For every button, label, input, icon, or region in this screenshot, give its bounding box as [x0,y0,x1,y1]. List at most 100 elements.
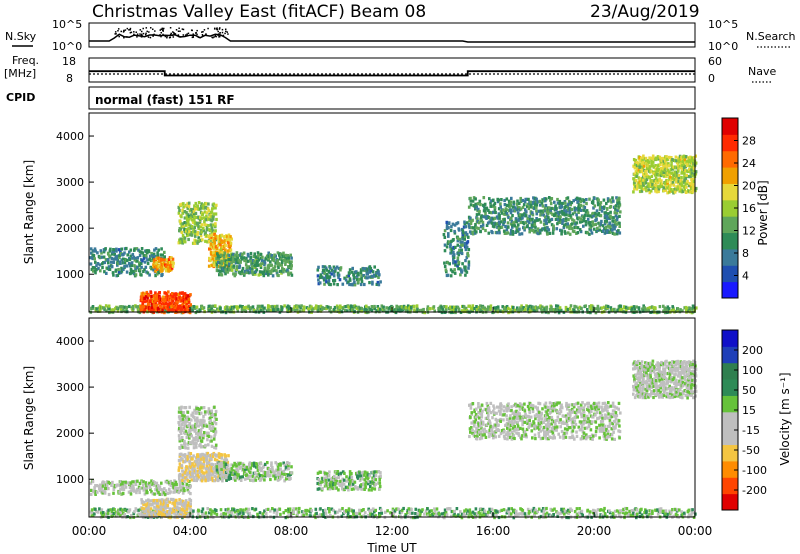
heatmap-cell [670,182,673,186]
heatmap-cell [476,308,479,312]
heatmap-cell [571,218,574,222]
heatmap-cell [116,273,120,277]
heatmap-cell [456,236,460,240]
heatmap-cell [612,216,615,220]
heatmap-cell [543,197,546,201]
heatmap-cell [678,508,681,512]
heatmap-cell [426,307,429,311]
heatmap-cell [365,304,368,308]
heatmap-cell [371,270,375,274]
heatmap-cell [493,225,496,229]
heatmap-cell [164,504,168,508]
heatmap-cell [542,509,546,513]
heatmap-cell [358,512,362,516]
heatmap-cell [523,512,527,516]
heatmap-cell [355,274,359,278]
heatmap-cell [690,511,694,515]
heatmap-cell [132,255,136,259]
heatmap-cell [576,231,580,235]
noise-dot [126,36,128,38]
heatmap-cell [527,206,531,211]
heatmap-cell [611,196,614,200]
heatmap-cell [164,501,168,506]
heatmap-cell [617,198,621,203]
heatmap-cell [393,509,397,513]
heatmap-cell [591,305,595,309]
heatmap-cell [586,508,590,512]
heatmap-cell [616,215,619,219]
heatmap-cell [322,268,326,273]
heatmap-cell [672,308,675,312]
heatmap-cell [197,216,201,220]
heatmap-cell [123,261,127,265]
heatmap-cell [462,512,466,516]
heatmap-cell [236,255,240,259]
heatmap-cell [549,198,552,202]
heatmap-cell [691,508,694,512]
heatmap-cell [201,238,204,242]
heatmap-cell [110,308,114,312]
heatmap-cell [533,202,537,206]
heatmap-cell [594,311,598,315]
heatmap-cell [123,513,126,517]
heatmap-cell [493,516,496,520]
heatmap-cell [289,271,293,275]
heatmap-cell [577,199,581,203]
heatmap-cell [275,271,279,275]
heatmap-cell [507,507,511,511]
heatmap-cell [183,510,187,514]
heatmap-cell [152,303,156,307]
heatmap-cell [163,311,166,315]
heatmap-cell [227,258,230,262]
heatmap-cell [689,175,692,179]
heatmap-cell [486,221,490,225]
heatmap-cell [487,231,491,235]
heatmap-cell [544,199,547,203]
heatmap-cell [611,223,614,227]
heatmap-cell [589,510,592,514]
heatmap-cell [509,211,513,215]
heatmap-cell [292,507,295,511]
heatmap-cell [286,270,290,274]
heatmap-cell [413,308,416,312]
heatmap-cell [515,219,519,223]
heatmap-cell [586,211,590,215]
heatmap-cell [256,304,260,308]
heatmap-cell [214,238,218,242]
heatmap-cell [194,211,198,215]
heatmap-cell [194,201,198,206]
heatmap-cell [156,251,159,255]
heatmap-cell [110,511,113,515]
heatmap-cell [161,272,164,277]
heatmap-cell [638,189,642,194]
heatmap-cell [569,304,573,308]
heatmap-cell [449,244,452,249]
heatmap-cell [554,204,557,208]
heatmap-cell [153,499,157,503]
heatmap-cell [503,229,506,233]
heatmap-cell [94,271,97,275]
heatmap-cell [319,309,323,313]
heatmap-cell [110,265,114,269]
heatmap-cell [310,305,313,309]
heatmap-cell [591,214,595,218]
heatmap-cell [568,306,572,311]
heatmap-cell [181,478,184,482]
heatmap-cell [153,248,156,252]
heatmap-cell [150,295,153,299]
heatmap-cell [99,249,103,253]
heatmap-cell [512,221,515,225]
heatmap-cell [120,247,123,251]
heatmap-cell [644,161,648,165]
heatmap-cell [146,296,149,300]
heatmap-cell [317,265,320,269]
heatmap-cell [479,203,482,207]
heatmap-cell [625,507,629,511]
heatmap-cell [141,302,144,306]
heatmap-cell [170,256,173,260]
heatmap-cell [409,511,412,515]
heatmap-cell [133,489,136,493]
heatmap-cell [578,305,582,309]
heatmap-cell [482,203,485,207]
heatmap-cell [438,309,441,313]
